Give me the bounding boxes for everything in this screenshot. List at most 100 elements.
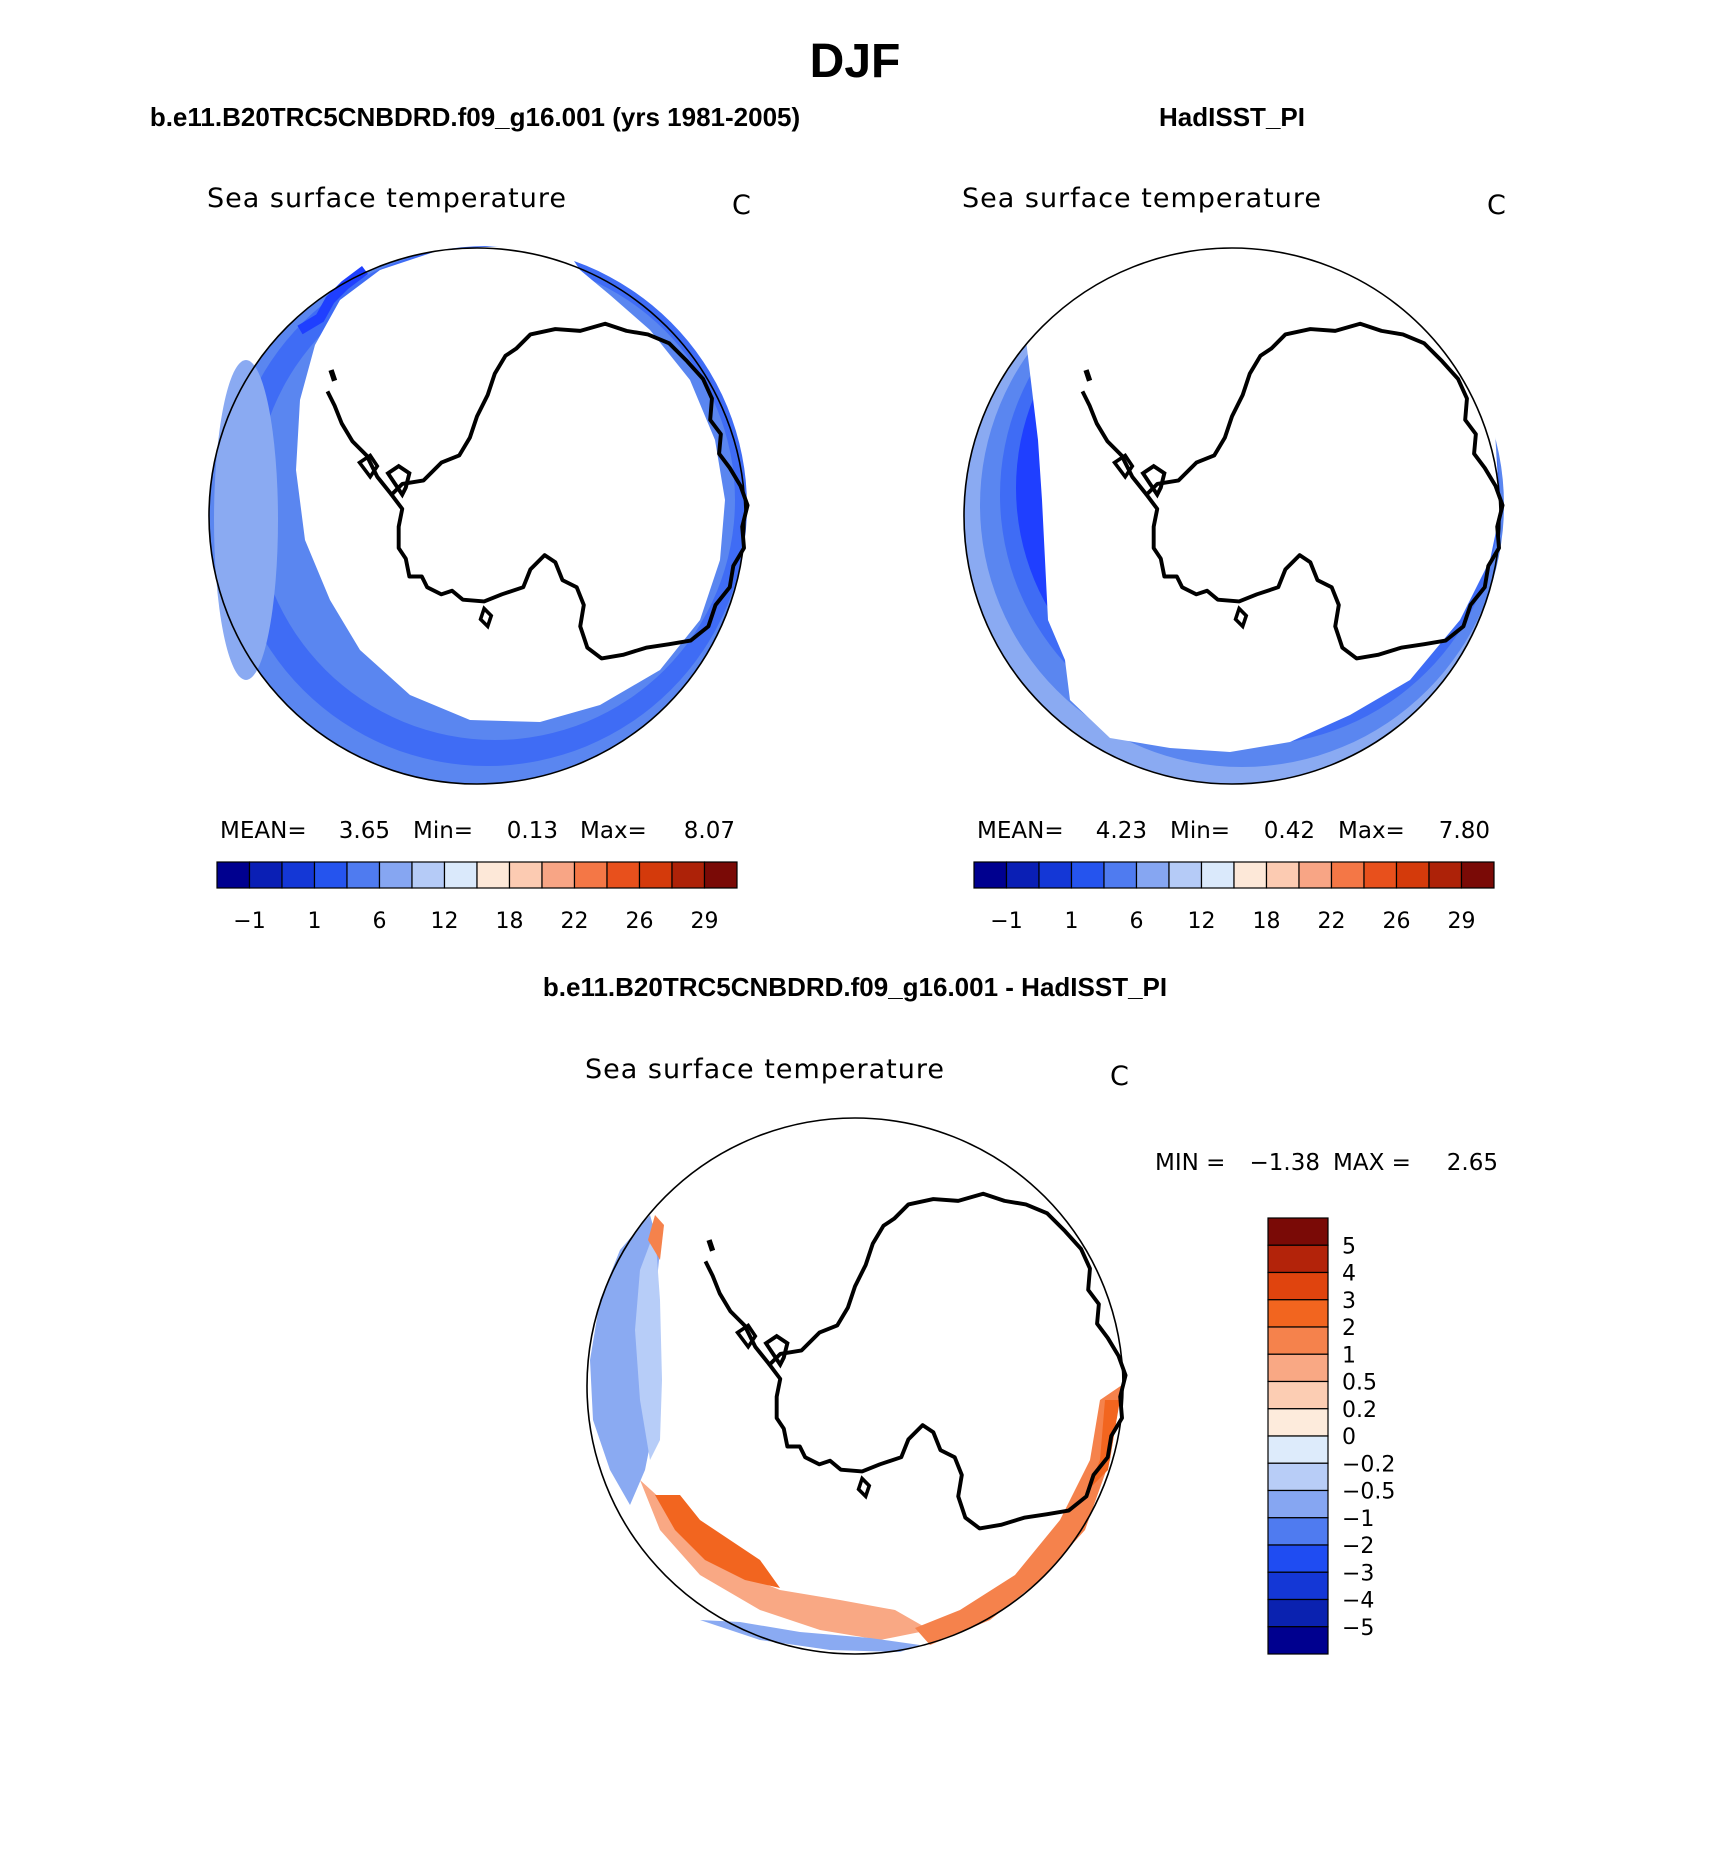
colorbar-tick-label: 0.2 [1342,1398,1377,1423]
colorbar-box [1267,1571,1329,1601]
diff-panel: b.e11.B20TRC5CNBDRD.f09_g16.001 - HadISS… [543,972,1498,1655]
colorbar-tick-label: 6 [1130,909,1144,934]
colorbar-box [443,861,478,889]
colorbar-box [1070,861,1105,889]
colorbar-box [1267,1408,1329,1437]
colorbar-box [1460,861,1495,889]
obs-map-subtitle: Sea surface temperature [962,183,1322,214]
diff-max-value: 2.65 [1447,1150,1498,1176]
colorbar-box [1103,861,1138,889]
diff-map-units: C [1110,1061,1129,1092]
obs-panel-heading: HadISST_PI [1159,102,1305,132]
colorbar-tick-label: 12 [431,909,459,934]
obs-min-value: 0.42 [1264,818,1315,844]
colorbar-box [638,861,673,889]
colorbar-tick-label: 1 [308,909,322,934]
obs-polar-map [963,222,1504,785]
model-stats-line: MEAN= 3.65 Min= 0.13 Max= 8.07 [220,818,735,844]
colorbar-tick-label: 5 [1342,1234,1356,1259]
colorbar-box [1330,861,1365,889]
model-min-label: Min= [413,818,473,844]
model-max-value: 8.07 [684,818,735,844]
colorbar-tick-label: 29 [1448,909,1476,934]
colorbar-box [378,861,413,889]
colorbar-tick-label: 3 [1342,1289,1356,1314]
colorbar-tick-label: 18 [496,909,524,934]
colorbar-box [1038,861,1073,889]
model-colorbar: −1 1 6 12 18 22 26 29 [216,861,738,934]
colorbar-box [1267,1598,1329,1628]
colorbar-box [508,861,543,889]
colorbar-tick-label: 26 [1383,909,1411,934]
colorbar-box [1267,1353,1329,1383]
colorbar-tick-label: −4 [1342,1589,1374,1614]
colorbar-tick-label: 4 [1342,1262,1356,1287]
colorbar-box [1005,861,1040,889]
obs-max-value: 7.80 [1439,818,1490,844]
colorbar-box [1267,1489,1329,1519]
colorbar-box [1135,861,1170,889]
colorbar-tick-label: 0.5 [1342,1371,1377,1396]
colorbar-box [1363,861,1398,889]
colorbar-box [1267,1462,1329,1492]
colorbar-box [1267,1435,1329,1464]
diff-polar-map [586,1117,1126,1655]
model-panel: b.e11.B20TRC5CNBDRD.f09_g16.001 (yrs 198… [150,102,800,934]
colorbar-box [1233,861,1268,889]
colorbar-tick-label: 2 [1342,1316,1356,1341]
model-max-label: Max= [580,818,647,844]
colorbar-tick-label: −1 [990,909,1022,934]
model-map-units: C [732,190,751,221]
colorbar-box [1267,1544,1329,1573]
colorbar-box [411,861,446,889]
obs-colorbar: −1 1 6 12 18 22 26 29 [973,861,1495,934]
diff-panel-heading: b.e11.B20TRC5CNBDRD.f09_g16.001 - HadISS… [543,972,1167,1002]
colorbar-box [703,861,738,889]
colorbar-tick-label: 22 [561,909,589,934]
colorbar-box [281,861,316,889]
colorbar-box [313,861,348,889]
diff-min-label: MIN = [1155,1150,1225,1176]
obs-mean-label: MEAN= [977,818,1064,844]
model-mean-label: MEAN= [220,818,307,844]
colorbar-box [1267,1271,1329,1301]
colorbar-box [1267,1244,1329,1274]
page-title: DJF [810,35,901,88]
colorbar-box [1428,861,1463,889]
colorbar-tick-label: −3 [1342,1561,1374,1586]
colorbar-tick-label: 22 [1318,909,1346,934]
colorbar-tick-label: 12 [1188,909,1216,934]
colorbar-tick-label: −0.5 [1342,1480,1395,1505]
colorbar-tick-label: 18 [1253,909,1281,934]
colorbar-box [1267,1326,1329,1355]
colorbar-box [1267,1299,1329,1328]
colorbar-tick-label: 29 [691,909,719,934]
colorbar-box [671,861,706,889]
colorbar-tick-label: 26 [626,909,654,934]
obs-min-label: Min= [1170,818,1230,844]
colorbar-tick-label: 6 [373,909,387,934]
colorbar-box [1200,861,1235,889]
colorbar-tick-label: 0 [1342,1425,1356,1450]
colorbar-box [573,861,608,889]
colorbar-box [346,861,381,889]
colorbar-box [1267,1517,1329,1546]
colorbar-tick-label: −5 [1342,1616,1374,1641]
obs-panel: HadISST_PI Sea surface temperature C MEA… [962,102,1506,934]
model-panel-heading: b.e11.B20TRC5CNBDRD.f09_g16.001 (yrs 198… [150,102,800,132]
colorbar-tick-label: 1 [1342,1343,1356,1368]
colorbar-box [606,861,641,889]
model-polar-map [208,244,748,785]
obs-max-label: Max= [1338,818,1405,844]
colorbar-tick-label: −0.2 [1342,1452,1395,1477]
colorbar-box [1168,861,1203,889]
colorbar-box [1267,1217,1329,1246]
colorbar-box [216,861,251,889]
colorbar-box [248,861,283,889]
model-mean-value: 3.65 [339,818,390,844]
obs-stats-line: MEAN= 4.23 Min= 0.42 Max= 7.80 [977,818,1490,844]
diff-stats-line: MIN = −1.38 MAX = 2.65 [1155,1150,1498,1176]
model-min-value: 0.13 [507,818,558,844]
